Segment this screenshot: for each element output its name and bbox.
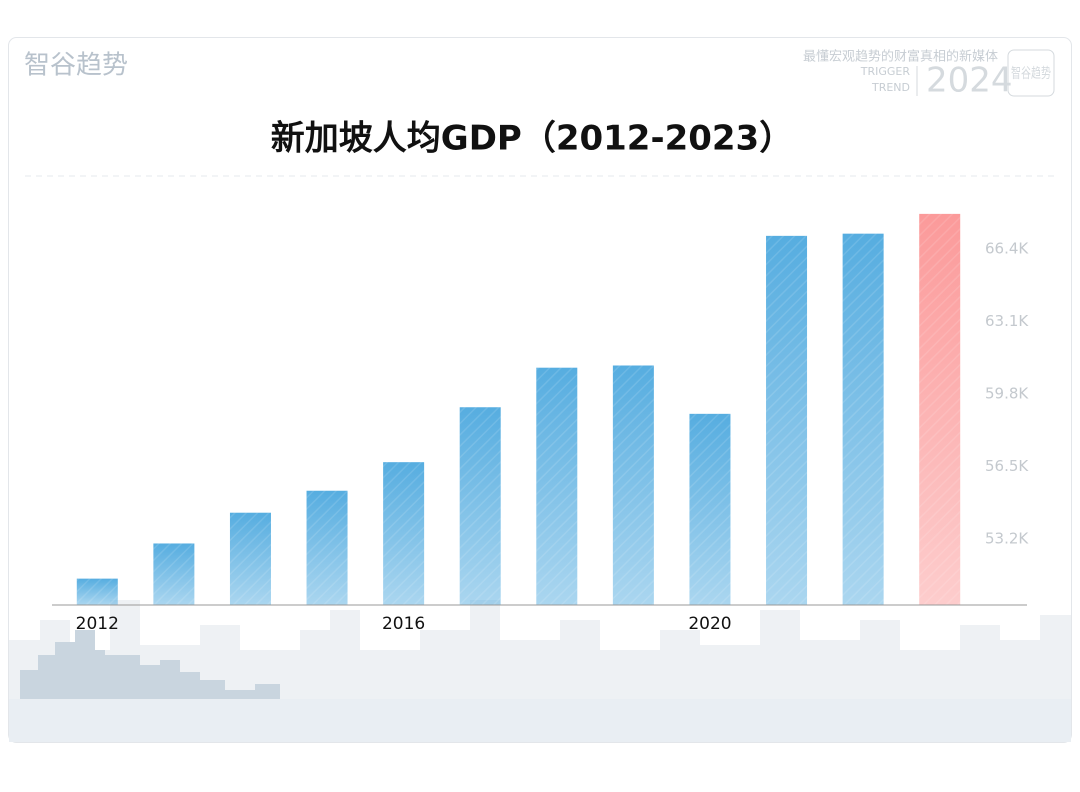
x-tick-label: 2020	[688, 614, 731, 634]
x-tick-label: 2016	[382, 614, 425, 634]
bar-hatch	[306, 490, 348, 605]
bar-hatch	[689, 413, 731, 605]
bar-hatch	[229, 512, 271, 605]
badge: 智谷趋势	[1011, 66, 1051, 82]
slogan: 最懂宏观趋势的财富真相的新媒体	[803, 49, 998, 65]
y-tick-label: 66.4K	[985, 240, 1029, 258]
brand-line: TREND	[871, 81, 910, 94]
skyline-front	[20, 630, 280, 699]
bar-hatch	[76, 578, 118, 605]
y-tick-label: 59.8K	[985, 385, 1029, 403]
chart-title: 新加坡人均GDP（2012-2023）	[271, 119, 793, 159]
badge-box	[1007, 49, 1055, 97]
bar-hatch	[383, 462, 425, 605]
bar-hatch	[612, 365, 654, 605]
logo: 智谷趋势	[24, 51, 128, 81]
bar-hatch	[842, 233, 884, 605]
footer-band	[9, 699, 1071, 742]
bar-hatch	[536, 367, 578, 605]
bar-hatch	[153, 543, 195, 605]
skyline	[9, 600, 1071, 700]
bar-hatch	[919, 213, 961, 605]
bar-hatch	[766, 235, 808, 606]
brand-line: TRIGGER	[860, 65, 911, 78]
bar-hatch	[459, 407, 501, 605]
y-tick-label: 56.5K	[985, 457, 1029, 475]
year: 2024	[926, 61, 1013, 101]
y-tick-label: 53.2K	[985, 530, 1029, 548]
y-tick-label: 63.1K	[985, 312, 1029, 330]
x-tick-label: 2012	[76, 614, 119, 634]
